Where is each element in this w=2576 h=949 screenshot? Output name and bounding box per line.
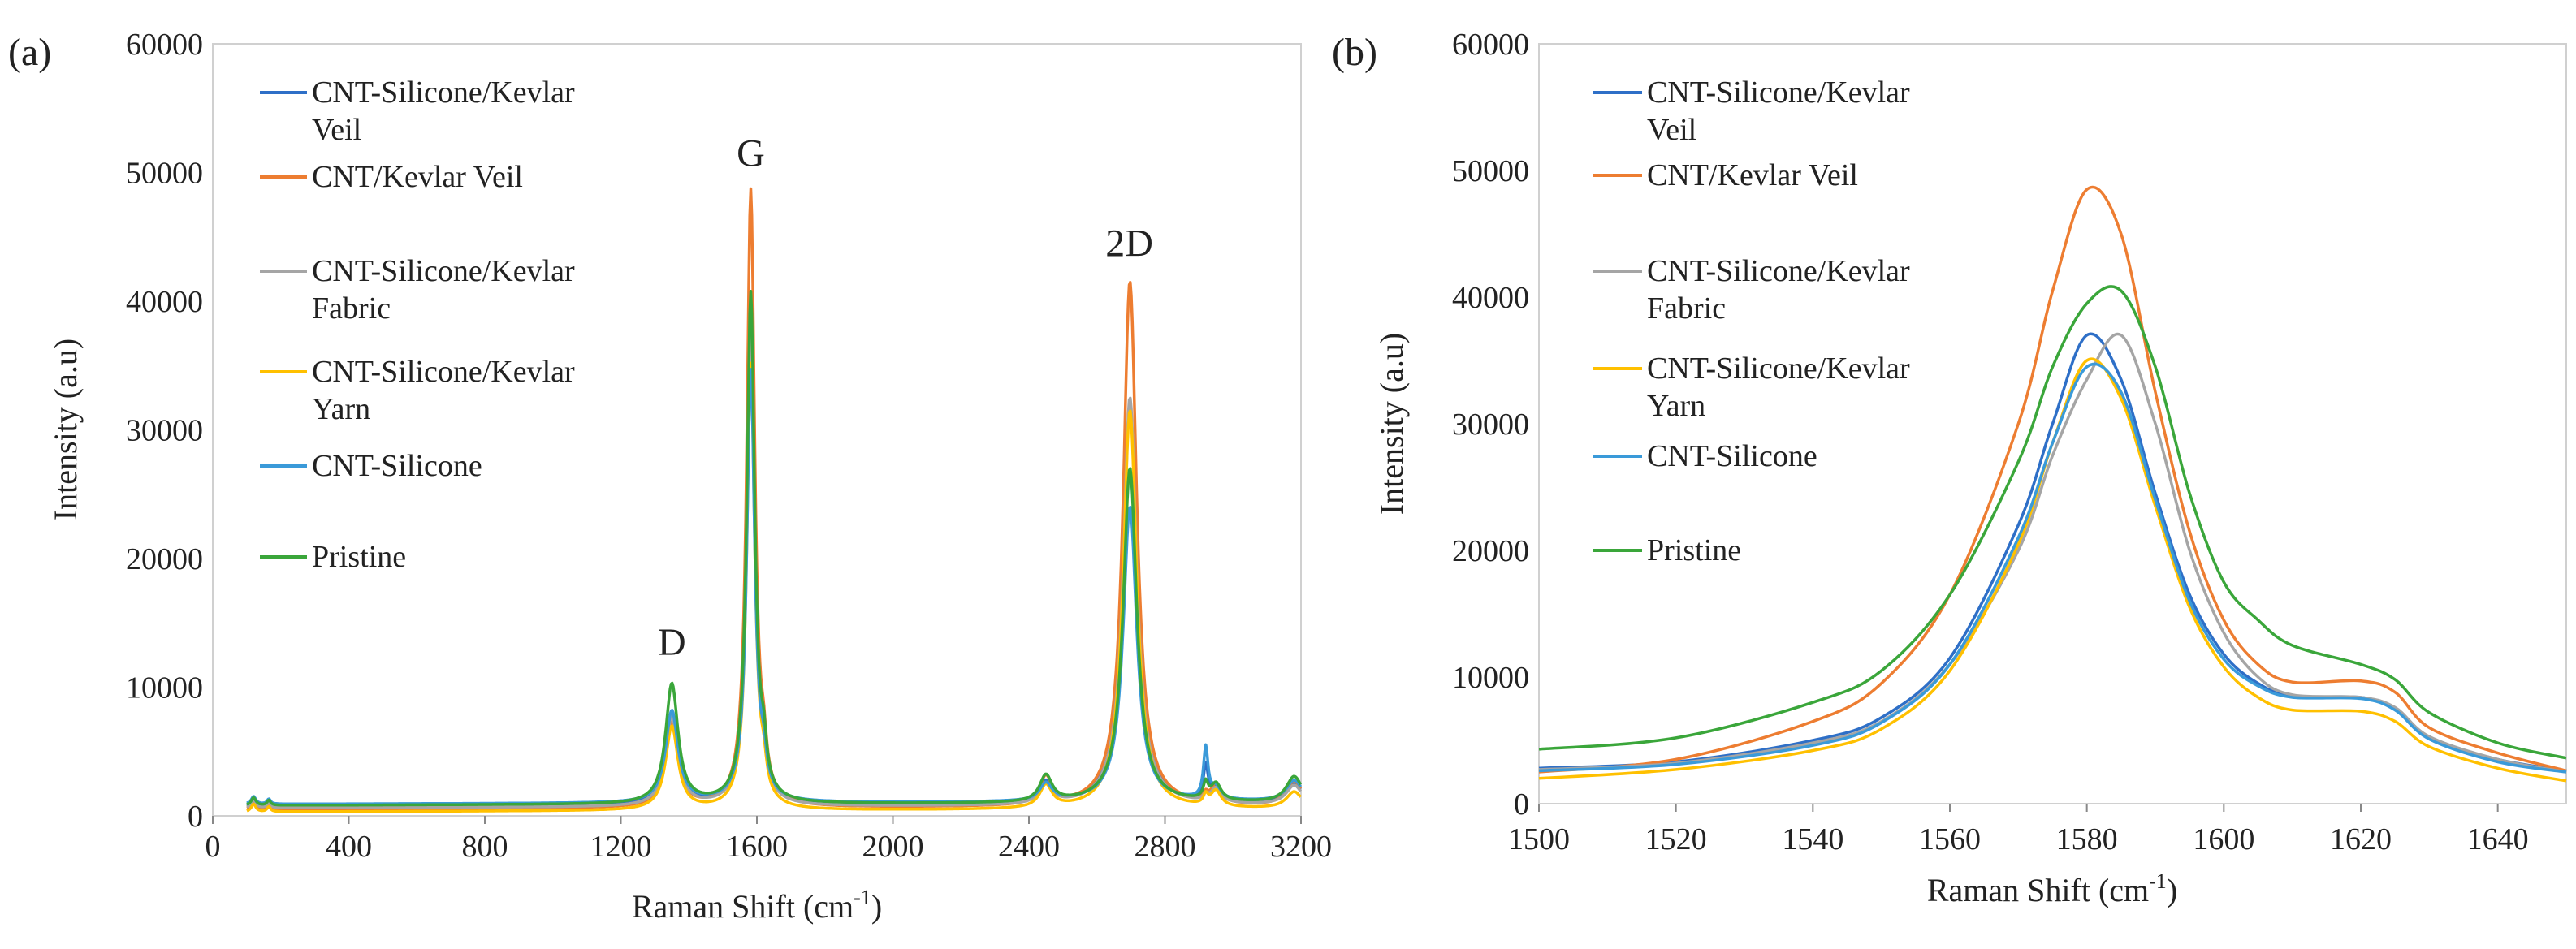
legend-entry: CNT/Kevlar Veil xyxy=(1593,158,1858,192)
legend-label: CNT-Silicone/Kevlar xyxy=(312,254,575,288)
peak-label: D xyxy=(658,621,686,664)
y-tick-label: 30000 xyxy=(126,414,203,448)
series-line-cnt-silicone-kevlar-fabric xyxy=(1538,332,2567,774)
series-line-cnt-kevlar-veil xyxy=(1538,185,2567,774)
legend-label: CNT/Kevlar Veil xyxy=(1647,158,1858,192)
legend-entry: CNT/Kevlar Veil xyxy=(260,160,523,194)
panel-a-series xyxy=(246,187,1303,813)
legend-entry: CNT-Silicone xyxy=(1593,439,1817,473)
y-tick-label: 30000 xyxy=(1452,408,1529,442)
panel-a-label: (a) xyxy=(8,31,51,74)
legend-label: Veil xyxy=(312,113,361,147)
panel-b-series xyxy=(1538,185,2567,783)
legend-label: Yarn xyxy=(312,392,370,426)
y-tick-label: 10000 xyxy=(126,671,203,705)
y-tick-label: 40000 xyxy=(1452,281,1529,315)
x-tick-label: 800 xyxy=(462,830,508,864)
legend-label: Yarn xyxy=(1647,389,1705,423)
x-tick-label: 1640 xyxy=(2467,822,2529,856)
legend-entry: CNT-Silicone xyxy=(260,449,482,483)
legend-entry: Pristine xyxy=(260,540,406,574)
panel-a-y-axis-label: Intensity (a.u) xyxy=(47,339,84,520)
legend-label: CNT-Silicone/Kevlar xyxy=(1647,75,1910,110)
x-tick-label: 1520 xyxy=(1645,822,1707,856)
legend-label: CNT-Silicone xyxy=(312,449,482,483)
x-tick-label: 1200 xyxy=(590,830,652,864)
panel-a-y-ticks: 0 10000 20000 30000 40000 50000 60000 xyxy=(126,28,203,834)
series-line-pristine xyxy=(1538,285,2567,760)
legend-label: CNT-Silicone/Kevlar xyxy=(312,355,575,389)
series-line-cnt-silicone-kevlar-yarn xyxy=(1538,357,2567,783)
series-line-cnt-silicone-kevlar-yarn xyxy=(246,361,1302,813)
x-tick-label: 0 xyxy=(205,830,221,864)
legend-entry: Pristine xyxy=(1593,533,1741,567)
legend-label: CNT-Silicone xyxy=(1647,439,1817,473)
x-tick-label: 3200 xyxy=(1270,830,1332,864)
x-tick-label: 400 xyxy=(326,830,372,864)
x-tick-label: 2400 xyxy=(998,830,1060,864)
series-line-pristine xyxy=(246,290,1303,807)
legend-label: Fabric xyxy=(312,291,391,326)
panel-b-x-axis-label: Raman Shift (cm-1) xyxy=(1927,869,2177,908)
panel-b-y-axis-label: Intensity (a.u) xyxy=(1373,333,1410,515)
legend-label: CNT-Silicone/Kevlar xyxy=(1647,254,1910,288)
legend-label: CNT-Silicone/Kevlar xyxy=(1647,352,1910,386)
y-tick-label: 0 xyxy=(1514,787,1529,822)
x-tick-label: 1560 xyxy=(1919,822,1981,856)
y-tick-label: 20000 xyxy=(1452,534,1529,568)
x-tick-label: 1620 xyxy=(2330,822,2392,856)
y-tick-label: 60000 xyxy=(1452,28,1529,62)
x-tick-label: 1580 xyxy=(2056,822,2118,856)
peak-label: 2D xyxy=(1105,222,1153,265)
panel-b-plot-area xyxy=(1538,43,2567,804)
y-tick-label: 60000 xyxy=(126,28,203,62)
x-tick-label: 2800 xyxy=(1135,830,1196,864)
panel-a-x-axis-label: Raman Shift (cm-1) xyxy=(632,886,882,925)
panel-b-x-ticks: 1500 1520 1540 1560 1580 1600 1620 1640 xyxy=(1508,804,2529,856)
legend-label: Pristine xyxy=(1647,533,1741,567)
x-tick-label: 1500 xyxy=(1508,822,1570,856)
series-line-cnt-silicone xyxy=(246,368,1303,806)
panel-b-y-ticks: 0 10000 20000 30000 40000 50000 60000 xyxy=(1452,28,1529,822)
panel-a-annotations: D G 2D xyxy=(658,132,1153,664)
legend-label: Veil xyxy=(1647,113,1696,147)
peak-label: G xyxy=(737,132,765,175)
y-tick-label: 50000 xyxy=(1452,154,1529,188)
y-tick-label: 0 xyxy=(188,800,203,834)
x-tick-label: 2000 xyxy=(862,830,924,864)
x-tick-label: 1600 xyxy=(2193,822,2254,856)
panel-b: (b) 0 10000 20000 30000 40000 50000 60000 1500… xyxy=(1332,28,2567,908)
legend-label: CNT/Kevlar Veil xyxy=(312,160,523,194)
legend-label: Fabric xyxy=(1647,291,1726,326)
panel-b-label: (b) xyxy=(1332,31,1377,74)
series-line-cnt-silicone xyxy=(1538,362,2567,774)
legend-label: CNT-Silicone/Kevlar xyxy=(312,75,575,110)
y-tick-label: 40000 xyxy=(126,285,203,319)
x-tick-label: 1540 xyxy=(1782,822,1843,856)
panel-a-x-ticks: 0 400 800 1200 1600 2000 2400 2800 3200 xyxy=(205,816,1332,864)
panel-a: (a) 0 10000 20000 30000 40000 50000 60000 0 400… xyxy=(8,28,1332,925)
x-tick-label: 1600 xyxy=(726,830,788,864)
y-tick-label: 10000 xyxy=(1452,661,1529,695)
y-tick-label: 50000 xyxy=(126,157,203,191)
y-tick-label: 20000 xyxy=(126,542,203,576)
legend-label: Pristine xyxy=(312,540,406,574)
